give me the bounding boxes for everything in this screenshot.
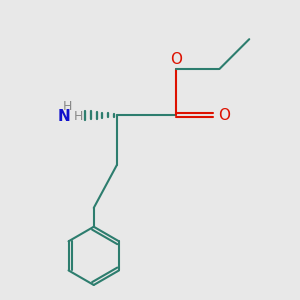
Text: N: N xyxy=(58,110,70,124)
Text: O: O xyxy=(170,52,182,67)
Text: H: H xyxy=(74,110,84,123)
Text: O: O xyxy=(218,108,230,123)
Text: H: H xyxy=(63,100,72,113)
